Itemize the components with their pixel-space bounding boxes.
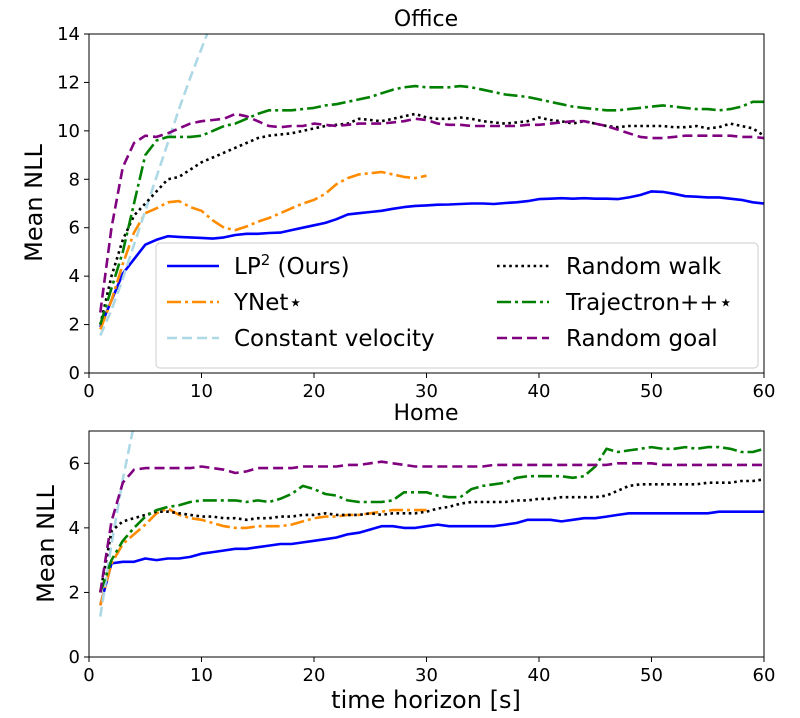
y-tick-label-0-4: 8 (69, 169, 80, 190)
office-y-axis-label: Mean NLL (20, 144, 48, 262)
x-tick-label-1-6: 60 (753, 665, 776, 686)
home-line-rw (99, 478, 764, 593)
home-line-rg (99, 460, 764, 593)
x-tick-label-0-1: 10 (190, 381, 213, 402)
office-line-rw (99, 112, 764, 325)
office-ticks: 0 10 20 30 40 50 60 0 2 4 6 8 10 12 14 (57, 24, 775, 402)
office-line-rg (99, 112, 764, 313)
home-panel: Home Mean NLL 0 10 20 30 40 50 60 0 2 4 6 time hor… (32, 401, 775, 714)
home-ticks: 0 10 20 30 40 50 60 0 2 4 6 (69, 453, 776, 686)
office-line-ynet (99, 170, 427, 330)
office-title: Office (394, 7, 458, 32)
x-tick-label-1-1: 10 (190, 665, 213, 686)
x-tick-label-0-0: 0 (83, 381, 94, 402)
x-tick-label-0-5: 50 (640, 381, 663, 402)
home-x-axis-label: time horizon [s] (331, 686, 521, 714)
legend: LP2 (Ours) YNet⋆ Constant velocity Rando… (155, 242, 759, 369)
home-line-cv (99, 431, 135, 617)
legend-label-traj: Trajectron++⋆ (565, 290, 733, 316)
y-tick-label-0-5: 10 (57, 121, 80, 142)
legend-label-rw: Random walk (566, 254, 722, 280)
x-tick-label-0-2: 20 (303, 381, 326, 402)
y-tick-label-0-2: 4 (69, 266, 80, 287)
legend-label-lp2-suffix: (Ours) (270, 254, 349, 280)
office-line-traj (99, 84, 764, 325)
x-tick-label-1-5: 50 (640, 665, 663, 686)
home-title: Home (394, 401, 459, 426)
legend-label-lp2: LP2 (Ours) (234, 251, 350, 280)
legend-label-lp2-sup: 2 (261, 251, 271, 269)
office-line-cv (99, 34, 209, 337)
home-plot-frame (88, 430, 765, 658)
home-line-traj (99, 445, 764, 593)
home-series-group (99, 431, 764, 617)
y-tick-label-1-3: 6 (69, 453, 80, 474)
office-plot-frame (88, 33, 765, 374)
y-tick-label-0-7: 14 (57, 24, 80, 45)
x-tick-label-0-4: 40 (528, 381, 551, 402)
y-tick-label-0-1: 2 (69, 315, 80, 336)
y-tick-label-0-6: 12 (57, 72, 80, 93)
x-tick-label-0-6: 60 (753, 381, 776, 402)
office-panel: Office Mean NLL 0 10 20 30 40 50 60 0 2 4 6 8 10 12 14… (20, 7, 775, 402)
x-tick-label-1-0: 0 (83, 665, 94, 686)
home-line-lp2 (99, 510, 764, 606)
y-tick-label-1-0: 0 (69, 647, 80, 668)
x-tick-label-1-4: 40 (528, 665, 551, 686)
y-tick-label-0-0: 0 (69, 363, 80, 384)
legend-box (155, 242, 759, 369)
y-tick-label-1-2: 4 (69, 518, 80, 539)
home-line-ynet (99, 507, 427, 606)
office-line-lp2 (99, 190, 764, 328)
legend-label-cv: Constant velocity (234, 326, 435, 352)
legend-label-lp2-main: LP (234, 254, 261, 280)
legend-label-ynet: YNet⋆ (233, 290, 303, 316)
x-tick-label-0-3: 30 (415, 381, 438, 402)
legend-label-rg: Random goal (566, 326, 718, 352)
x-tick-label-1-2: 20 (303, 665, 326, 686)
office-series-group (99, 34, 764, 337)
home-y-axis-label: Mean NLL (32, 485, 60, 603)
y-tick-label-1-1: 2 (69, 582, 80, 603)
x-tick-label-1-3: 30 (415, 665, 438, 686)
y-tick-label-0-3: 6 (69, 218, 80, 239)
